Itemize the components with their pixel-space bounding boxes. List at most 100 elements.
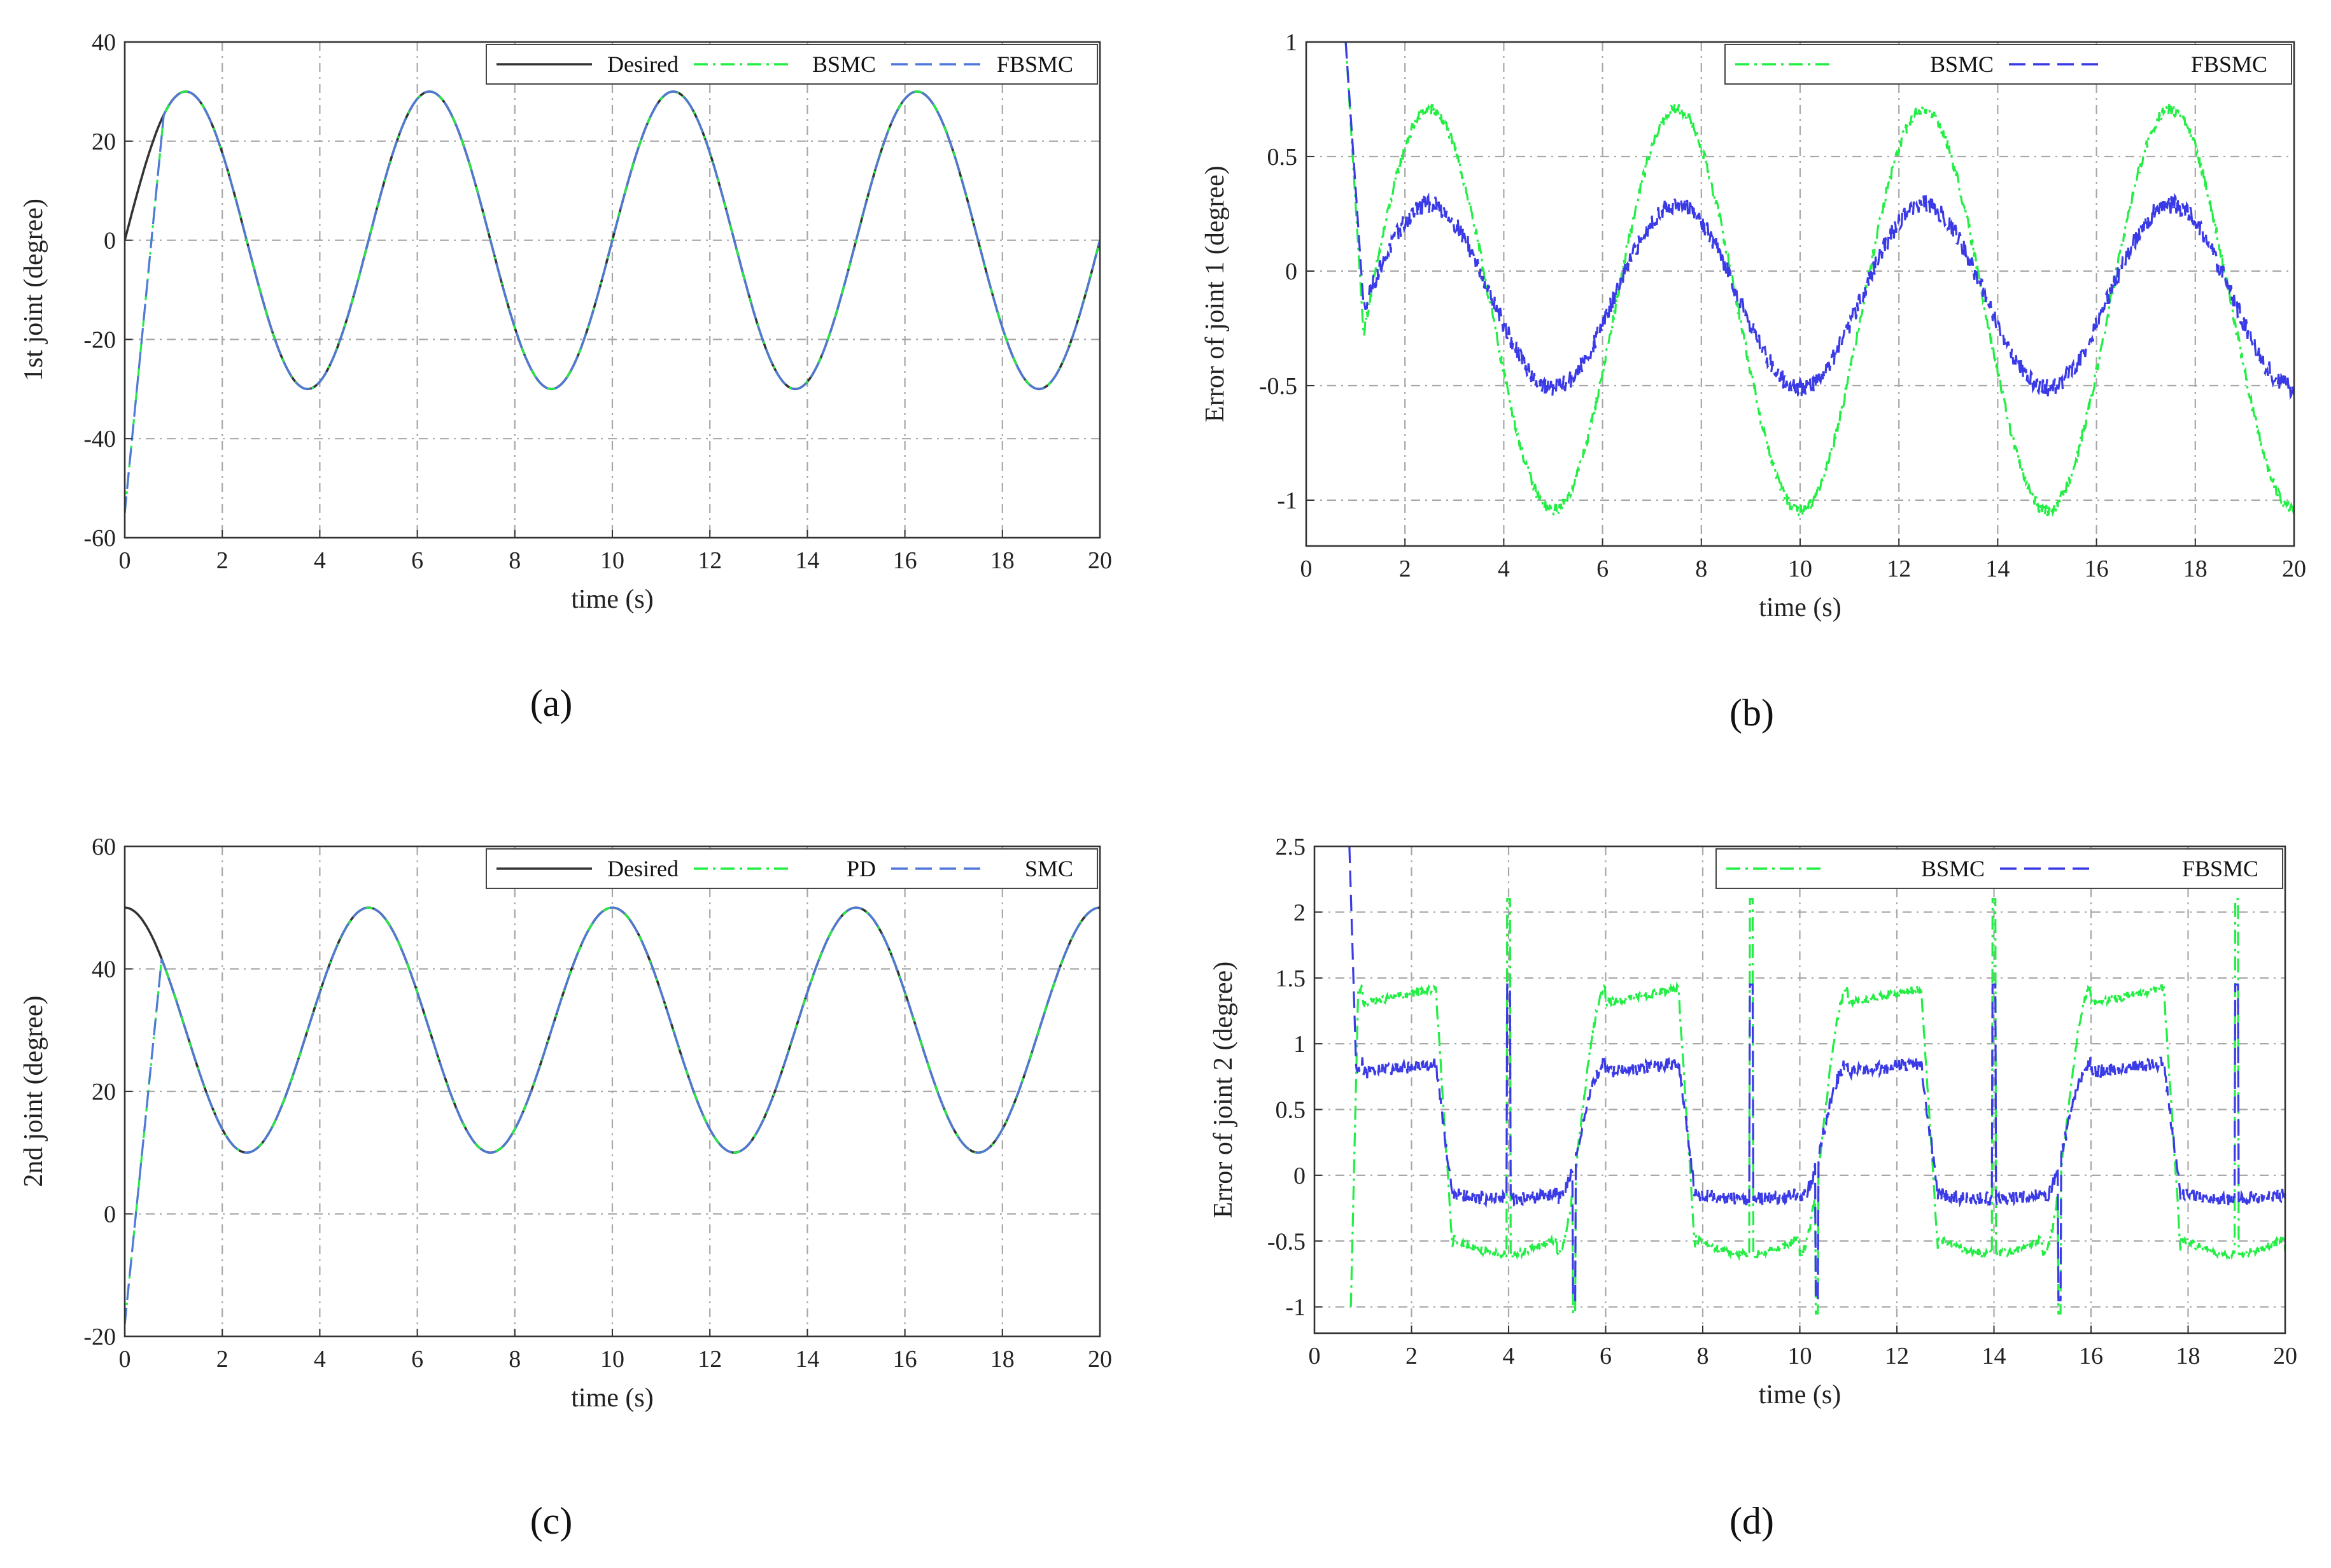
x-tick-label: 14 <box>1982 1343 2006 1369</box>
x-tick-label: 0 <box>1300 556 1313 582</box>
series-line-fbsmc <box>1348 846 2285 1301</box>
y-axis-label: Error of joint 1 (degree) <box>1201 165 1230 423</box>
y-tick-label: -20 <box>83 1324 116 1350</box>
y-tick-label: -1 <box>1285 1294 1306 1321</box>
x-tick-label: 2 <box>1399 556 1411 582</box>
y-tick-label: 0.5 <box>1267 144 1298 171</box>
x-tick-label: 0 <box>119 1346 131 1373</box>
x-axis-label: time (s) <box>1759 1380 1841 1410</box>
x-tick-label: 14 <box>795 1346 819 1373</box>
x-tick-label: 10 <box>1788 556 1812 582</box>
legend-label-bsmc: BSMC <box>812 52 876 77</box>
series-line-smc <box>125 906 1100 1324</box>
legend-box <box>1724 44 2292 85</box>
series-line-pd <box>125 906 1100 1324</box>
x-tick-label: 2 <box>1405 1343 1418 1369</box>
legend-label-pd: PD <box>847 856 876 881</box>
x-tick-label: 4 <box>314 547 326 574</box>
legend-label-fbsmc: FBSMC <box>2182 856 2258 881</box>
panel-label-a: (a) <box>530 682 573 724</box>
y-tick-label: 0 <box>104 1201 116 1228</box>
y-tick-label: 60 <box>92 834 116 860</box>
y-tick-label: -20 <box>83 326 116 353</box>
legend-label-fbsmc: FBSMC <box>997 52 1073 77</box>
legend-label-bsmc: BSMC <box>1930 52 1994 77</box>
y-tick-label: 1 <box>1293 1031 1306 1058</box>
legend-label-bsmc: BSMC <box>1921 856 1985 881</box>
panel-label-b: (b) <box>1729 692 1774 734</box>
panel-label-d: (d) <box>1729 1500 1774 1542</box>
x-tick-label: 6 <box>1600 1343 1612 1369</box>
x-tick-label: 12 <box>698 547 722 574</box>
y-tick-label: 2 <box>1293 899 1306 926</box>
y-tick-label: 40 <box>92 29 116 56</box>
x-axis-label: time (s) <box>571 1383 653 1413</box>
x-tick-label: 18 <box>2183 556 2208 582</box>
y-tick-label: 0 <box>104 228 116 255</box>
y-tick-label: -0.5 <box>1267 1228 1306 1255</box>
x-tick-label: 4 <box>314 1346 326 1373</box>
series-line-fbsmc <box>125 90 1100 514</box>
chart-a: 0 2 4 6 8 10 12 14 16 18 20 -60 -40 -20 0 20 40 time (s) 1… <box>19 29 1112 724</box>
x-tick-label: 18 <box>990 1346 1015 1373</box>
y-tick-label: 20 <box>92 129 116 155</box>
y-tick-label: -0.5 <box>1259 373 1297 400</box>
y-tick-label: 0 <box>1293 1163 1306 1189</box>
x-axis-label: time (s) <box>1759 593 1841 622</box>
x-tick-label: 6 <box>411 1346 423 1373</box>
series-line-fbsmc <box>1344 42 2294 400</box>
x-tick-label: 10 <box>600 1346 624 1373</box>
series-line-bsmc <box>1349 898 2285 1315</box>
x-tick-label: 8 <box>1697 1343 1709 1369</box>
y-tick-label: -1 <box>1277 487 1297 514</box>
x-tick-label: 6 <box>1596 556 1609 582</box>
y-tick-label: -60 <box>83 525 116 552</box>
x-tick-label: 10 <box>600 547 624 574</box>
y-tick-label: 2.5 <box>1276 834 1306 860</box>
x-tick-label: 2 <box>216 547 229 574</box>
series-line-bsmc <box>1344 42 2294 519</box>
x-tick-label: 0 <box>119 547 131 574</box>
y-axis-label: 1st joint (degree) <box>19 199 48 381</box>
x-tick-label: 4 <box>1503 1343 1515 1369</box>
y-tick-label: 40 <box>92 956 116 983</box>
x-tick-label: 2 <box>216 1346 229 1373</box>
chart-b: 0 2 4 6 8 10 12 14 16 18 20 -1 -0.5 0 0.5 1 time (s) Erro… <box>1201 29 2306 734</box>
y-tick-label: 0 <box>1285 258 1297 285</box>
x-tick-label: 0 <box>1309 1343 1321 1369</box>
x-tick-label: 16 <box>2085 556 2109 582</box>
y-tick-label: -40 <box>83 426 116 452</box>
x-tick-label: 16 <box>893 547 917 574</box>
x-tick-label: 20 <box>2282 556 2306 582</box>
y-axis-label: Error of joint 2 (degree) <box>1209 962 1238 1219</box>
x-tick-label: 20 <box>1088 1346 1112 1373</box>
y-axis-label: 2nd joint (degree) <box>19 996 48 1187</box>
x-tick-label: 8 <box>509 1346 521 1373</box>
x-tick-label: 14 <box>1985 556 2010 582</box>
x-tick-label: 18 <box>2176 1343 2201 1369</box>
x-tick-label: 14 <box>795 547 819 574</box>
x-tick-label: 6 <box>411 547 423 574</box>
x-tick-label: 12 <box>1885 1343 1909 1369</box>
legend-label-desired: Desired <box>607 52 679 77</box>
y-tick-label: 1 <box>1285 29 1297 56</box>
y-tick-label: 0.5 <box>1276 1097 1306 1124</box>
x-tick-label: 16 <box>893 1346 917 1373</box>
panel-label-c: (c) <box>530 1500 573 1542</box>
x-tick-label: 8 <box>509 547 521 574</box>
legend-label-fbsmc: FBSMC <box>2191 52 2267 77</box>
x-tick-label: 10 <box>1788 1343 1812 1369</box>
x-axis-label: time (s) <box>571 585 653 614</box>
legend-label-desired: Desired <box>607 856 679 881</box>
x-tick-label: 18 <box>990 547 1015 574</box>
x-tick-label: 12 <box>1887 556 1911 582</box>
x-tick-label: 20 <box>2273 1343 2297 1369</box>
chart-d: 0 2 4 6 8 10 12 14 16 18 20 -1 -0.5 0 0.5 1 1.5 2 2.5 time … <box>1209 834 2297 1542</box>
y-tick-label: 20 <box>92 1079 116 1105</box>
y-tick-label: 1.5 <box>1276 965 1306 992</box>
x-tick-label: 12 <box>698 1346 722 1373</box>
legend-label-smc: SMC <box>1025 856 1073 881</box>
x-tick-label: 20 <box>1088 547 1112 574</box>
